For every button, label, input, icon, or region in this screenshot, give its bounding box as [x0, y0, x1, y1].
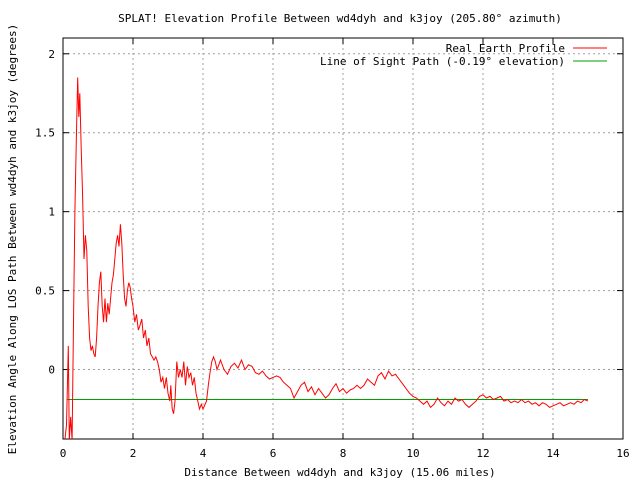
x-axis-label: Distance Between wd4dyh and k3joy (15.06…: [184, 466, 495, 479]
legend-label-line-of-sight: Line of Sight Path (-0.19° elevation): [320, 55, 565, 68]
real-earth-profile-series-line: [64, 77, 589, 439]
legend-label-real-earth-profile: Real Earth Profile: [446, 42, 565, 55]
series-layer: [64, 77, 589, 439]
y-tick-label: 0.5: [35, 285, 55, 298]
x-tick-label: 0: [60, 447, 67, 460]
y-tick-label: 1.5: [35, 127, 55, 140]
grid-lines: [63, 38, 623, 439]
x-tick-label: 4: [200, 447, 207, 460]
x-axis-ticks: 0 2 4 6 8 10 12 14 16: [60, 38, 630, 460]
y-tick-label: 1: [48, 206, 55, 219]
x-tick-label: 12: [476, 447, 489, 460]
y-tick-label: 0: [48, 364, 55, 377]
legend: Real Earth Profile Line of Sight Path (-…: [320, 42, 607, 68]
chart-title: SPLAT! Elevation Profile Between wd4dyh …: [118, 12, 562, 25]
x-tick-label: 16: [616, 447, 629, 460]
y-tick-label: 2: [48, 48, 55, 61]
y-axis-ticks: 0 0.5 1 1.5 2: [35, 48, 623, 377]
x-tick-label: 10: [406, 447, 419, 460]
x-tick-label: 14: [546, 447, 560, 460]
y-axis-label: Elevation Angle Along LOS Path Between w…: [6, 24, 19, 454]
x-tick-label: 6: [270, 447, 277, 460]
x-tick-label: 8: [340, 447, 347, 460]
x-tick-label: 2: [130, 447, 137, 460]
